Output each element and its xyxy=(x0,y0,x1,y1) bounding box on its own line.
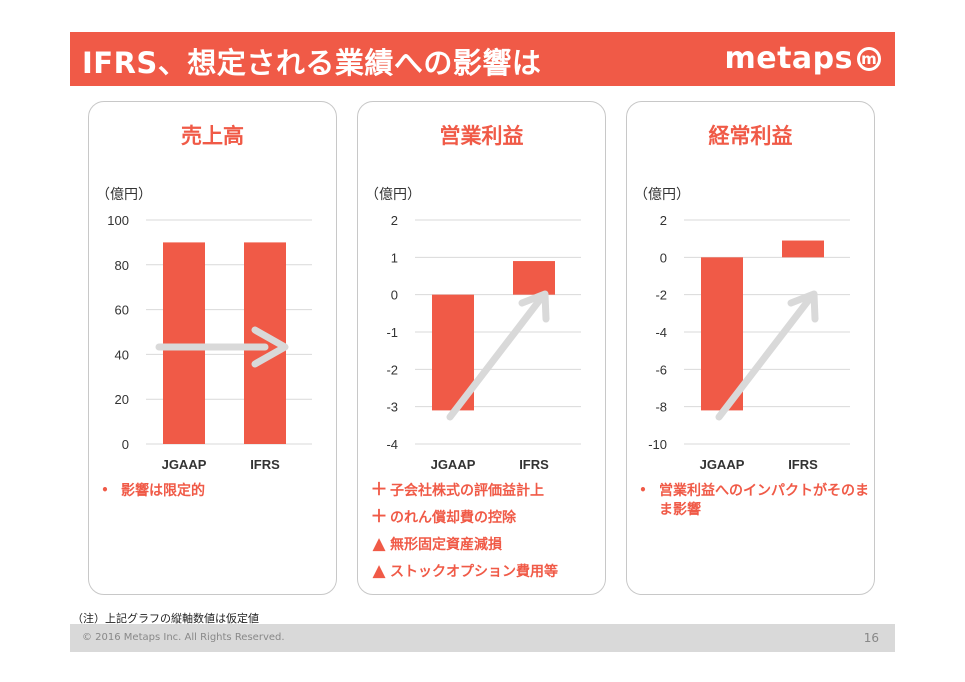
page-title: IFRS、想定される業績への影響は xyxy=(82,46,542,80)
operating-profit-chart: 2 1 0 -1 -2 -3 -4 JGAAP IFRS xyxy=(386,213,581,472)
y-tick-label: 0 xyxy=(391,288,398,303)
y-tick-label: -4 xyxy=(386,437,398,452)
unit-label: （億円） xyxy=(96,187,152,203)
bullet-list: ＋ 子会社株式の評価益計上 ＋ のれん償却費の控除 ▲ 無形固定資産減損 ▲ ス… xyxy=(358,482,605,590)
panel-title: 経常利益 xyxy=(708,124,793,148)
bullet-icon: • xyxy=(101,483,109,497)
x-category-label: JGAAP xyxy=(162,457,207,472)
x-category-label: IFRS xyxy=(519,457,549,472)
bullet-item: ▲ ストックオプション費用等 xyxy=(358,563,605,582)
arrow-head-icon xyxy=(251,326,289,368)
x-category-label: IFRS xyxy=(250,457,280,472)
logo-mark-icon: m xyxy=(857,47,881,71)
y-tick-label: -2 xyxy=(386,362,398,377)
panel-sales: 売上高 （億円） 100 80 60 40 20 0 JGAAP IFRS • 影響は限定的 xyxy=(88,101,337,595)
bullet-icon: • xyxy=(639,483,647,497)
y-tick-label: 20 xyxy=(115,392,129,407)
copyright: © 2016 Metaps Inc. All Rights Reserved. xyxy=(82,632,285,643)
bar xyxy=(513,261,555,295)
triangle-icon: ▲ xyxy=(372,534,386,554)
panel-operating-profit: 営業利益 （億円） 2 1 0 -1 -2 -3 -4 JGAAP IFRS ＋ 子会社株式の評… xyxy=(357,101,606,595)
y-tick-label: 60 xyxy=(115,303,129,318)
y-tick-label: 0 xyxy=(122,437,129,452)
page-number: 16 xyxy=(863,631,879,645)
unit-label: （億円） xyxy=(634,187,690,203)
plus-icon: ＋ xyxy=(370,480,388,500)
bullet-item: • 営業利益へのインパクトがそのまま影響 xyxy=(627,482,874,520)
panel-title: 売上高 xyxy=(181,124,244,148)
sales-chart: 100 80 60 40 20 0 JGAAP IFRS xyxy=(107,213,312,472)
x-category-label: IFRS xyxy=(788,457,818,472)
bullet-text: のれん償却費の控除 xyxy=(390,510,516,526)
y-tick-label: 2 xyxy=(660,213,667,228)
bullet-item: ▲ 無形固定資産減損 xyxy=(358,536,605,555)
y-tick-label: -3 xyxy=(386,400,398,415)
bullet-text: 営業利益へのインパクトがそのまま影響 xyxy=(659,483,869,518)
bullet-item: • 影響は限定的 xyxy=(89,482,336,501)
arrow-line xyxy=(446,293,546,421)
y-tick-label: -2 xyxy=(655,288,667,303)
bullet-item: ＋ のれん償却費の控除 xyxy=(358,509,605,528)
title-bar: IFRS、想定される業績への影響は metaps m xyxy=(70,32,895,86)
bullet-text: ストックオプション費用等 xyxy=(390,564,558,580)
ordinary-profit-chart: 2 0 -2 -4 -6 -8 -10 JGAAP IFRS xyxy=(648,213,850,472)
footnote: （注）上記グラフの縦軸数値は仮定値 xyxy=(72,612,259,625)
y-tick-label: -1 xyxy=(386,325,398,340)
bullet-text: 影響は限定的 xyxy=(121,483,205,499)
triangle-icon: ▲ xyxy=(372,561,386,581)
y-tick-label: 40 xyxy=(115,347,129,362)
x-category-label: JGAAP xyxy=(700,457,745,472)
y-tick-label: -6 xyxy=(655,362,667,377)
bar xyxy=(782,240,824,258)
bar xyxy=(701,257,743,411)
metaps-logo: metaps m xyxy=(724,40,881,78)
footer: © 2016 Metaps Inc. All Rights Reserved. … xyxy=(70,624,895,652)
arrow-head-icon xyxy=(518,290,550,323)
y-tick-label: 1 xyxy=(391,250,398,265)
logo-text: metaps xyxy=(724,41,853,76)
panel-ordinary-profit: 経常利益 （億円） 2 0 -2 -4 -6 -8 -10 JGAAP IFRS • 営業利益へ… xyxy=(626,101,875,595)
bullet-text: 子会社株式の評価益計上 xyxy=(390,483,544,499)
bar xyxy=(163,242,205,444)
y-tick-label: 0 xyxy=(660,250,667,265)
y-tick-label: 2 xyxy=(391,213,398,228)
y-tick-label: 80 xyxy=(115,258,129,273)
y-tick-label: -10 xyxy=(648,437,667,452)
arrow-line xyxy=(715,293,815,421)
bullet-text: 無形固定資産減損 xyxy=(390,537,502,553)
y-tick-label: -4 xyxy=(655,325,667,340)
bullet-list: • 営業利益へのインパクトがそのまま影響 xyxy=(627,482,874,528)
arrow-head-icon xyxy=(787,290,819,323)
plus-icon: ＋ xyxy=(370,507,388,527)
y-tick-label: -8 xyxy=(655,400,667,415)
bullet-item: ＋ 子会社株式の評価益計上 xyxy=(358,482,605,501)
y-tick-label: 100 xyxy=(107,213,129,228)
panel-title: 営業利益 xyxy=(439,124,524,148)
bullet-list: • 影響は限定的 xyxy=(89,482,336,509)
unit-label: （億円） xyxy=(365,187,421,203)
x-category-label: JGAAP xyxy=(431,457,476,472)
